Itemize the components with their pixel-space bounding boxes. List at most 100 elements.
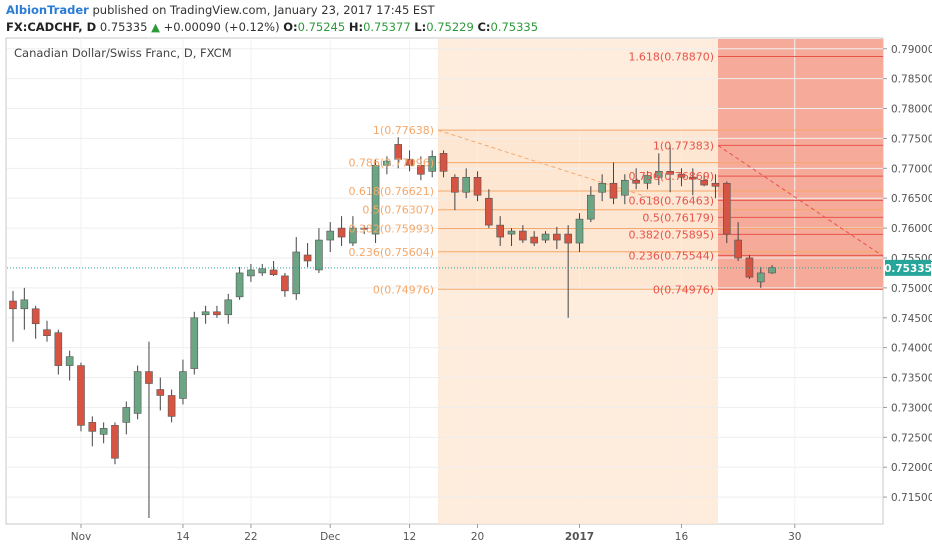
candle-body[interactable] xyxy=(326,230,335,241)
author-link[interactable]: AlbionTrader xyxy=(6,3,89,17)
candle-body[interactable] xyxy=(383,160,391,166)
candle-body[interactable] xyxy=(292,251,301,295)
fib-label-2: 0(0.74976) xyxy=(653,283,714,296)
candle-body[interactable] xyxy=(722,182,731,235)
candle-body[interactable] xyxy=(20,299,29,310)
candle-body[interactable] xyxy=(133,371,142,414)
candle-body[interactable] xyxy=(609,182,618,199)
x-tick-label: Dec xyxy=(320,531,341,543)
fib-label-2: 1(0.77383) xyxy=(653,139,714,152)
candle-body[interactable] xyxy=(428,156,437,172)
fib-trend-line-2 xyxy=(717,145,884,257)
candle-body[interactable] xyxy=(201,311,210,316)
candle-body[interactable] xyxy=(224,299,233,316)
candle-body[interactable] xyxy=(564,233,572,244)
candle-body[interactable] xyxy=(315,239,323,271)
candle-body[interactable] xyxy=(756,272,765,283)
fib-label-1: 0.382(0.75993) xyxy=(348,223,434,236)
candle-body[interactable] xyxy=(371,165,380,235)
fib-zone-1-bottom xyxy=(438,289,718,524)
fib-label-2: 1.618(0.78870) xyxy=(628,51,714,64)
candle-body[interactable] xyxy=(598,182,606,193)
candle-body[interactable] xyxy=(258,268,267,274)
fib-label-2: 0.236(0.75544) xyxy=(628,249,714,262)
candle-body[interactable] xyxy=(677,173,686,178)
candle-body[interactable] xyxy=(394,144,403,160)
candle-body[interactable] xyxy=(734,239,742,259)
y-tick-label: 0.77000 xyxy=(891,163,932,175)
publish-line: AlbionTrader published on TradingView.co… xyxy=(6,3,435,17)
fib-label-1: 1(0.77638) xyxy=(373,124,434,137)
candle-body[interactable] xyxy=(632,179,640,184)
candle-body[interactable] xyxy=(507,230,516,235)
open-label: O: xyxy=(283,20,298,34)
y-tick-label: 0.79000 xyxy=(891,44,932,56)
x-tick-label: 30 xyxy=(788,531,801,543)
candle-body[interactable] xyxy=(337,227,346,238)
candle-body[interactable] xyxy=(360,227,369,230)
chart-header: AlbionTrader published on TradingView.co… xyxy=(0,0,932,38)
candle-body[interactable] xyxy=(303,254,312,262)
symbol-label: FX:CADCHF, D xyxy=(6,20,97,34)
candle-body[interactable] xyxy=(530,236,538,244)
candle-body[interactable] xyxy=(541,233,550,241)
candle-body[interactable] xyxy=(666,171,674,175)
close-value: 0.75335 xyxy=(490,20,539,34)
candle-body[interactable] xyxy=(417,165,425,175)
candle-body[interactable] xyxy=(439,153,448,172)
candle-body[interactable] xyxy=(167,395,176,417)
high-value: 0.75377 xyxy=(363,20,411,34)
open-value: 0.75245 xyxy=(297,20,346,34)
candle-body[interactable] xyxy=(111,425,119,459)
candle-body[interactable] xyxy=(77,365,85,426)
candle-body[interactable] xyxy=(485,197,493,226)
publish-text: published on TradingView.com, January 23… xyxy=(92,3,435,17)
x-tick-label: 12 xyxy=(403,531,416,543)
candle-body[interactable] xyxy=(235,272,244,298)
candle-body[interactable] xyxy=(9,300,17,310)
fib-trend-line-1 xyxy=(437,129,656,200)
candle-body[interactable] xyxy=(587,194,595,220)
fib-label-2: 0.5(0.76179) xyxy=(642,211,714,224)
candle-body[interactable] xyxy=(700,179,708,186)
candle-body[interactable] xyxy=(43,329,51,336)
candle-body[interactable] xyxy=(156,389,165,396)
candle-body[interactable] xyxy=(122,407,131,423)
candle-body[interactable] xyxy=(145,371,153,384)
candle-body[interactable] xyxy=(451,176,459,193)
candle-body[interactable] xyxy=(88,422,97,432)
candle-body[interactable] xyxy=(269,269,278,276)
candle-body[interactable] xyxy=(553,233,561,241)
candle-body[interactable] xyxy=(179,371,187,399)
candle-body[interactable] xyxy=(643,175,652,184)
candle-body[interactable] xyxy=(213,311,221,316)
candle-body[interactable] xyxy=(688,176,697,180)
low-label: L: xyxy=(414,20,427,34)
chart-title: Canadian Dollar/Swiss Franc, D, FXCM xyxy=(14,46,232,60)
candle-body[interactable] xyxy=(31,308,40,325)
y-tick-label: 0.74000 xyxy=(891,343,932,355)
candle-body[interactable] xyxy=(54,332,63,366)
candle-body[interactable] xyxy=(621,179,629,196)
y-tick-label: 0.75000 xyxy=(891,283,932,295)
candle-body[interactable] xyxy=(462,176,471,193)
candle-body[interactable] xyxy=(247,269,255,277)
candle-body[interactable] xyxy=(349,227,357,244)
candle-body[interactable] xyxy=(768,267,776,274)
candle-body[interactable] xyxy=(575,218,584,244)
y-tick-label: 0.73000 xyxy=(891,402,932,414)
candle-body[interactable] xyxy=(473,176,482,196)
candle-body[interactable] xyxy=(190,317,199,369)
candle-body[interactable] xyxy=(281,275,289,292)
fib-label-1: 0.5(0.76307) xyxy=(362,204,434,217)
candle-body[interactable] xyxy=(655,171,663,178)
candle-body[interactable] xyxy=(519,230,527,241)
candle-body[interactable] xyxy=(65,356,74,366)
candle-body[interactable] xyxy=(496,224,504,238)
candle-body[interactable] xyxy=(99,428,108,435)
y-tick-label: 0.73500 xyxy=(891,373,932,385)
candle-body[interactable] xyxy=(405,159,414,166)
y-tick-label: 0.71500 xyxy=(891,492,932,504)
candle-body[interactable] xyxy=(711,182,720,187)
